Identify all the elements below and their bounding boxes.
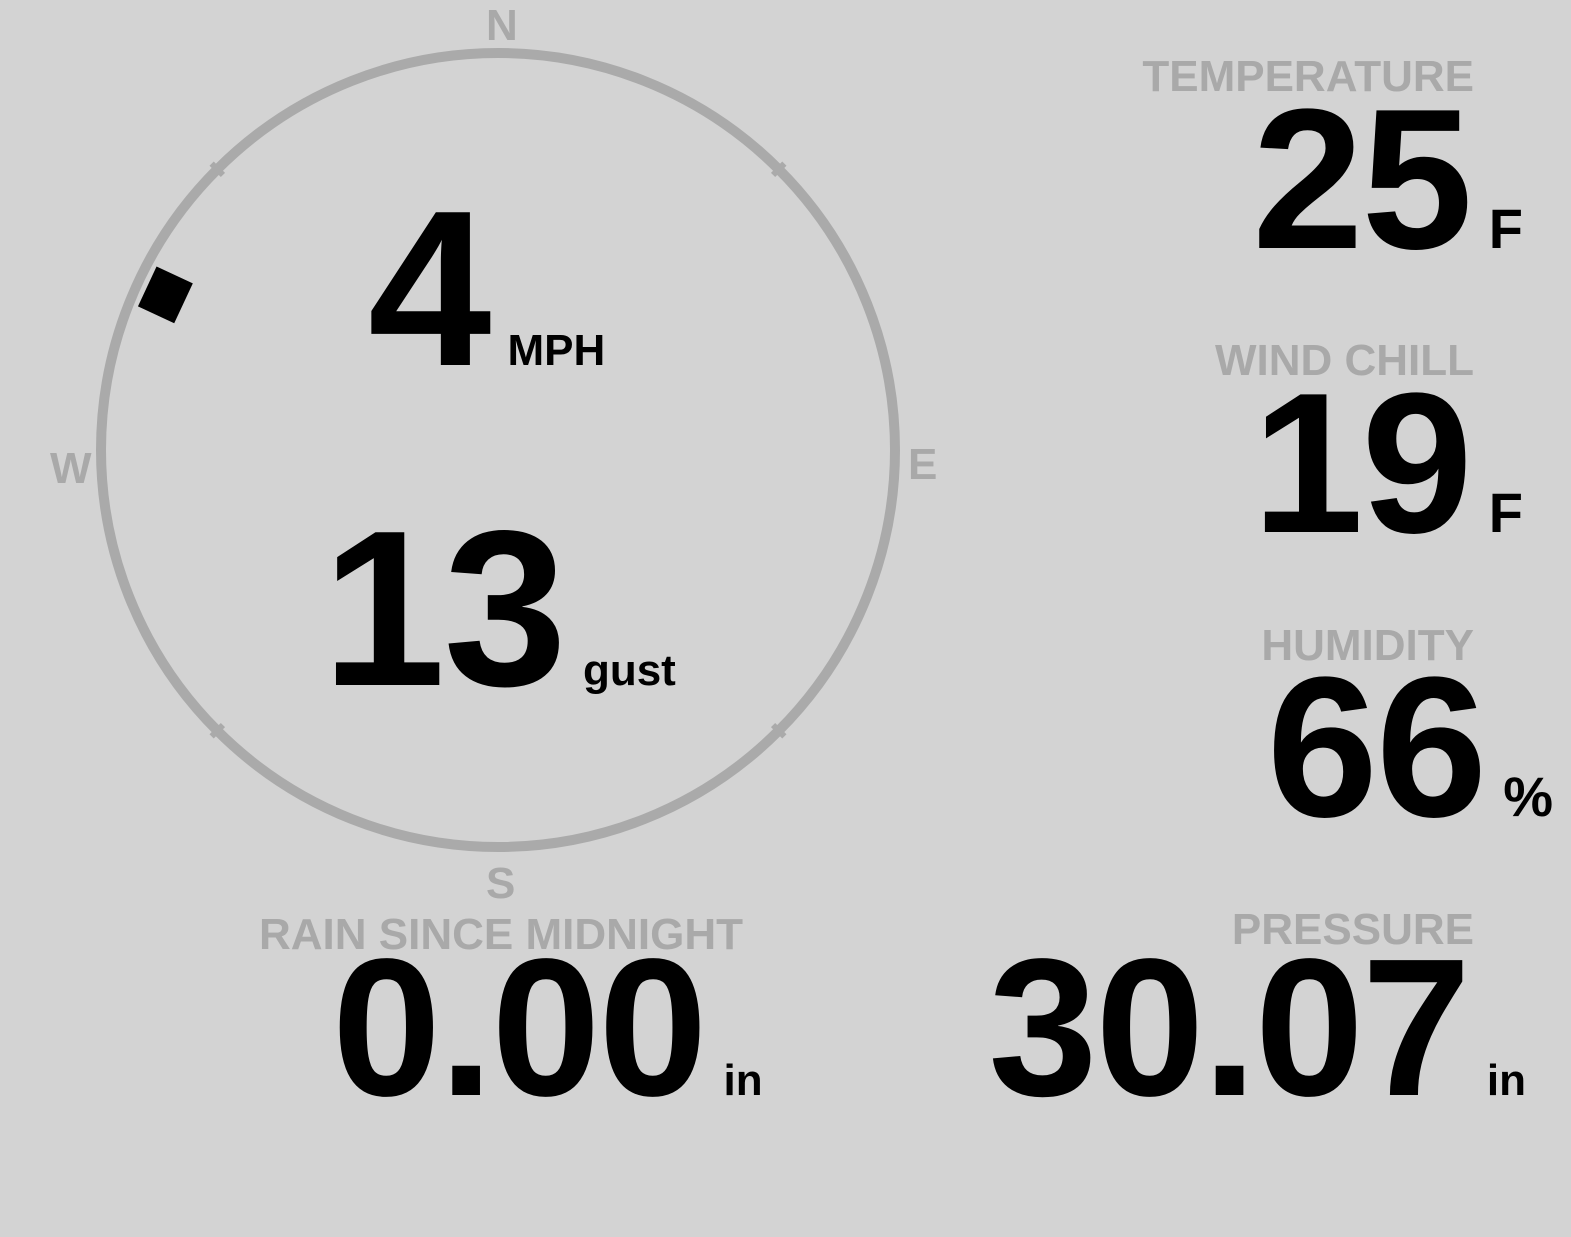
wind-speed-value: 4 <box>368 165 491 413</box>
compass-west: W <box>50 444 92 493</box>
compass-tick <box>209 161 226 178</box>
compass-ticks <box>209 161 787 739</box>
humidity-label: HUMIDITY <box>1261 621 1474 670</box>
wind-chill-unit: F <box>1488 481 1523 544</box>
rain-row: 0.00 in <box>332 930 763 1126</box>
pressure-row: 30.07 in <box>988 930 1526 1126</box>
humidity-value: 66 <box>1266 636 1487 859</box>
pressure-unit: in <box>1486 1056 1526 1105</box>
wind-speed-unit: MPH <box>507 326 606 375</box>
temperature-unit: F <box>1488 197 1523 260</box>
wind-direction-marker <box>137 266 193 324</box>
pressure-value: 30.07 <box>988 918 1470 1137</box>
temperature-row: 25 F <box>1252 80 1523 280</box>
wind-speed-row: 4 MPH <box>368 178 605 400</box>
wind-gust-unit: gust <box>582 646 676 695</box>
compass-tick <box>209 722 226 739</box>
compass-ring <box>96 48 900 852</box>
rain-value: 0.00 <box>332 918 707 1137</box>
humidity-row: 66 % <box>1267 648 1553 848</box>
wind-gust-row: 13 gust <box>322 498 676 720</box>
compass-south: S <box>486 859 516 908</box>
pressure-label: PRESSURE <box>1231 905 1474 954</box>
temperature-value: 25 <box>1252 68 1472 291</box>
wind-gust-value: 13 <box>322 485 567 733</box>
compass-north: N <box>486 1 518 50</box>
temperature-label: TEMPERATURE <box>1142 52 1474 101</box>
rain-label: RAIN SINCE MIDNIGHT <box>259 910 743 959</box>
wind-chill-row: 19 F <box>1252 364 1523 564</box>
wind-chill-value: 19 <box>1252 352 1472 575</box>
wind-chill-label: WIND CHILL <box>1214 336 1474 385</box>
compass-tick <box>770 722 787 739</box>
rain-unit: in <box>723 1056 763 1105</box>
compass-tick <box>770 161 787 178</box>
compass-east: E <box>908 440 938 489</box>
humidity-unit: % <box>1503 765 1553 828</box>
